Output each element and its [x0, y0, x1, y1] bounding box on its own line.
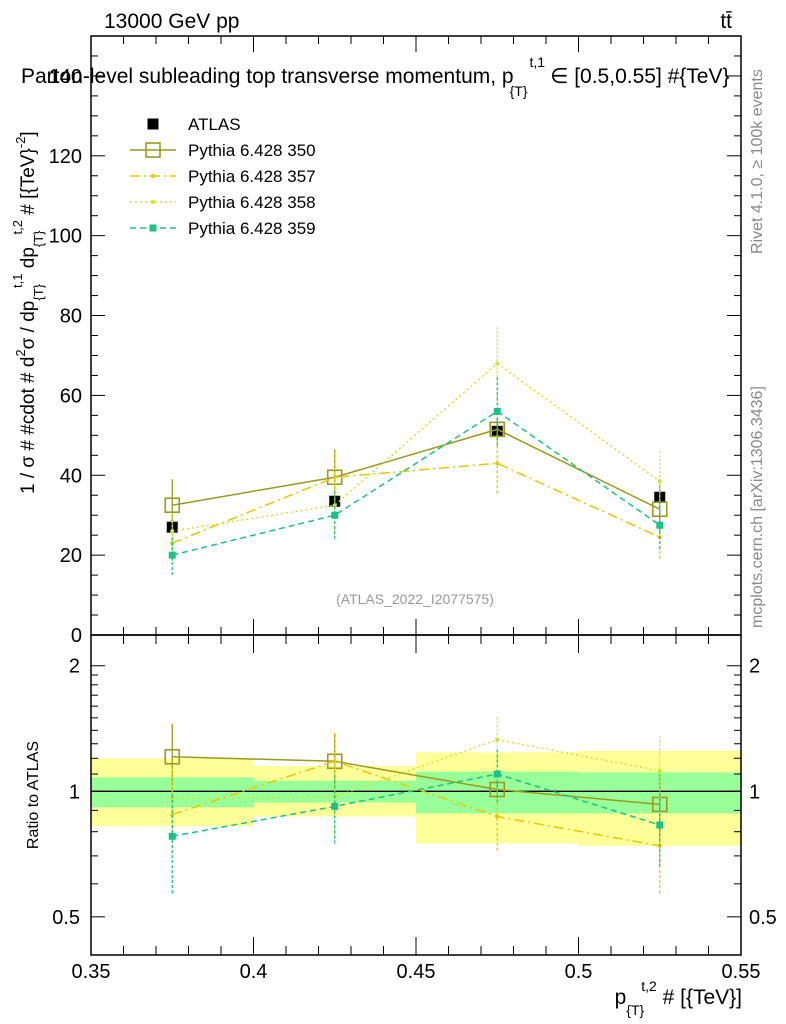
legend-item: Pythia 6.428 350	[130, 141, 316, 160]
legend-item: Pythia 6.428 359	[130, 219, 316, 238]
main-series-pythia-6-428-357	[170, 433, 662, 562]
ratio-y-tick-label-right: 1	[749, 781, 760, 803]
main-series-line	[171, 462, 661, 544]
chart-title-rest: ∈ [0.5,0.55] #{TeV}	[550, 65, 729, 88]
ratio-y-axis-label: Ratio to ATLAS	[25, 741, 42, 849]
ratio-point	[495, 814, 500, 819]
legend-marker	[149, 224, 157, 232]
y-tick-label: 60	[60, 385, 82, 407]
ratio-panel: 0.5 0.5 1 1 2 2 0.35 0.4 0.45 0.5 0.55	[52, 634, 777, 983]
legend-marker	[151, 200, 155, 204]
ratio-y-tick-label-right: 0.5	[749, 907, 777, 929]
ratio-point	[170, 796, 175, 801]
legend-label: Pythia 6.428 359	[188, 219, 316, 238]
main-point	[493, 407, 501, 415]
main-point	[164, 497, 181, 514]
x-tick-label: 0.5	[565, 961, 593, 983]
y-axis-label: 1 / σ # #cdot # d2σ / dp{T}t,1 dp{T}t,2 …	[10, 131, 46, 494]
ratio-series-line	[172, 738, 660, 800]
legend-label: ATLAS	[188, 115, 241, 134]
y-tick-label: 40	[60, 465, 82, 487]
chart-title: Parton-level subleading top transverse m…	[21, 54, 730, 99]
main-point	[495, 361, 500, 366]
main-point	[656, 521, 664, 529]
ratio-point	[657, 768, 662, 773]
legend: ATLAS Pythia 6.428 350 Pythia 6.428 357 Pyt…	[130, 115, 316, 238]
legend-marker	[145, 142, 161, 158]
ratio-series-pythia-6-428-359	[168, 749, 664, 894]
main-series-pythia-6-428-350	[164, 419, 668, 534]
main-point	[657, 479, 662, 484]
main-panel: 0 20 40 60 80 100 120 140	[49, 35, 742, 647]
rivet-label: Rivet 4.1.0, ≥ 100k events	[749, 69, 766, 254]
chart-title-main: Parton-level subleading top transverse m…	[21, 65, 514, 88]
ratio-y-tick-label: 0.5	[52, 907, 80, 929]
y-tick-label: 140	[49, 66, 82, 88]
legend-label: Pythia 6.428 357	[188, 167, 316, 186]
main-series-atlas	[166, 423, 666, 533]
mcplots-label: mcplots.cern.ch [arXiv:1306.3436]	[749, 386, 766, 628]
process-label: tt̄	[720, 10, 732, 33]
legend-label: Pythia 6.428 358	[188, 193, 316, 212]
legend-marker	[151, 174, 155, 178]
ratio-point	[493, 770, 501, 778]
ratio-point	[656, 821, 664, 829]
ratio-point	[168, 832, 176, 840]
ratio-y-tick-label: 2	[69, 656, 80, 678]
ratio-series-line	[172, 756, 660, 806]
legend-item: Pythia 6.428 357	[130, 167, 316, 186]
main-point	[168, 551, 176, 559]
ratio-series-line	[172, 773, 660, 838]
y-tick-label: 20	[60, 545, 82, 567]
legend-item: Pythia 6.428 358	[130, 193, 316, 212]
x-tick-label: 0.55	[722, 961, 761, 983]
y-tick-label: 0	[71, 625, 82, 647]
analysis-watermark: (ATLAS_2022_I2077575)	[336, 591, 494, 607]
chart-title-sub: {T}	[510, 83, 528, 99]
energy-label: 13000 GeV pp	[104, 10, 239, 33]
main-series-pythia-6-428-359	[168, 377, 664, 576]
x-axis-label: p{T}t,2 # [{TeV}]	[615, 978, 742, 1018]
main-point	[332, 503, 337, 508]
chart-title-sup: t,1	[530, 54, 546, 70]
main-point	[495, 461, 500, 466]
y-tick-label: 80	[60, 306, 82, 328]
ratio-point	[331, 802, 339, 810]
ratio-point	[332, 759, 337, 764]
main-point	[331, 511, 339, 519]
main-series-line	[172, 428, 661, 510]
main-point	[332, 475, 337, 480]
ratio-point	[495, 737, 500, 742]
x-tick-label: 0.45	[397, 961, 436, 983]
ratio-series-line	[172, 760, 660, 847]
ratio-y-tick-label: 1	[69, 781, 80, 803]
legend-item: ATLAS	[147, 115, 241, 134]
x-tick-label: 0.35	[72, 961, 111, 983]
ratio-point	[164, 748, 181, 765]
main-point	[170, 529, 175, 534]
y-tick-label: 100	[49, 226, 82, 248]
main-series-pythia-6-428-358	[170, 325, 662, 552]
y-tick-label: 120	[49, 146, 82, 168]
main-series-line	[172, 410, 661, 556]
legend-label: Pythia 6.428 350	[188, 141, 316, 160]
ratio-y-tick-label-right: 2	[749, 656, 760, 678]
x-tick-label: 0.4	[240, 961, 268, 983]
legend-marker	[147, 118, 159, 130]
main-series-line	[172, 362, 661, 532]
